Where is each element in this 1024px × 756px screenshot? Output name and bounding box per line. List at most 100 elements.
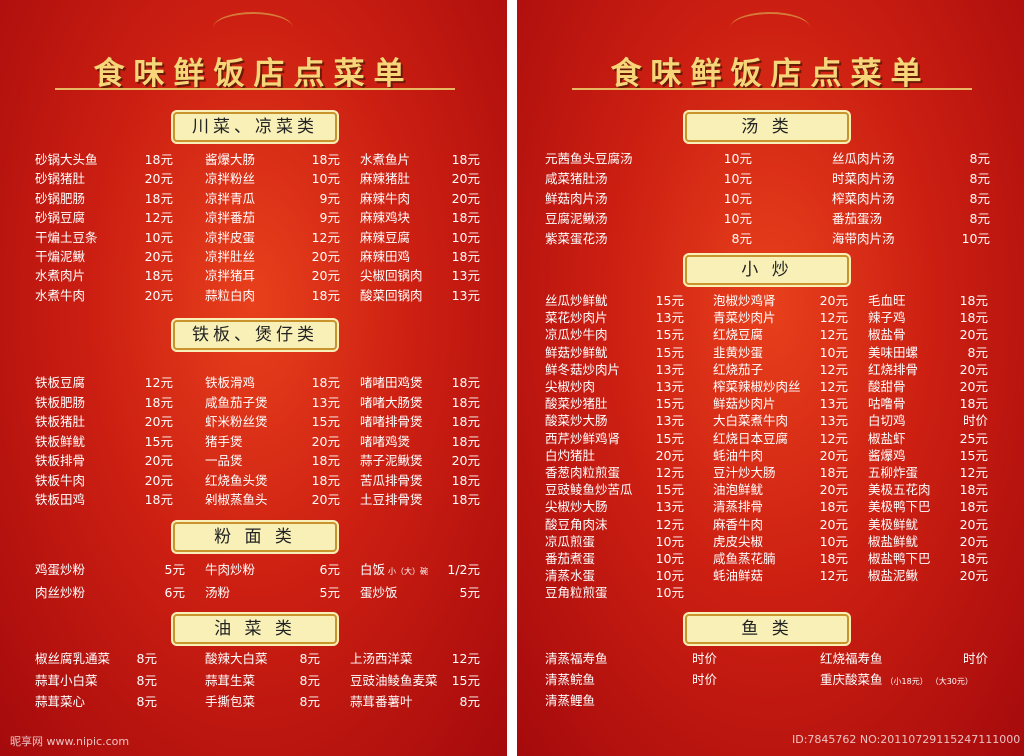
dish-name: 豆豉油鲮鱼麦菜 — [350, 672, 438, 688]
dish-price: 5元 — [164, 562, 185, 577]
dish-price: 18元 — [451, 210, 480, 226]
menu-item: 椒盐虾 25元 — [868, 428, 988, 446]
dish-price: 20元 — [655, 447, 684, 463]
menu-item: 一品煲 18元 — [205, 450, 340, 468]
dish-price: 20元 — [144, 453, 173, 468]
dish-price: 8元 — [136, 694, 157, 709]
section-heading: 油 菜 类 — [173, 614, 337, 644]
dish-price: 5元 — [459, 585, 480, 600]
dish-price: 18元 — [451, 414, 480, 429]
dish-name: 酸菜炒猪肚 — [545, 396, 608, 412]
menu-item: 尖椒炒肉 13元 — [545, 376, 684, 394]
menu-item: 美极鲜鱿 20元 — [868, 514, 988, 532]
menu-item: 辣子鸡 18元 — [868, 307, 988, 325]
menu-item: 青菜炒肉片 12元 — [713, 307, 848, 326]
menu-item: 蒜茸小白菜 8元 — [35, 670, 157, 688]
dish-name: 啫啫大肠煲 — [360, 394, 423, 410]
dish-note: （小18元） — [885, 677, 928, 686]
dish-name: 清蒸水蛋 — [545, 568, 596, 584]
menu-item: 凉瓜煎蛋 10元 — [545, 531, 684, 549]
dish-price: 20元 — [959, 568, 988, 584]
dish-price: 10元 — [723, 191, 752, 206]
dish-price: 18元 — [451, 394, 480, 410]
dish-price: 18元 — [819, 551, 848, 566]
menu-item: 蚝油牛肉 20元 — [713, 445, 848, 463]
dish-name: 韭黄炒蛋 — [713, 344, 764, 360]
dish-name: 酸甜骨 — [868, 379, 906, 394]
dish-name: 麻辣牛肉 — [360, 190, 411, 206]
menu-item: 麻辣豆腐 10元 — [360, 227, 480, 245]
dish-name: 铁板滑鸡 — [205, 375, 256, 390]
dish-price: 13元 — [451, 268, 480, 284]
menu-item: 香葱肉粒煎蛋 12元 — [545, 462, 684, 480]
menu-item: 凉瓜炒牛肉 15元 — [545, 324, 684, 343]
dish-price: 12元 — [819, 310, 848, 326]
dish-price: 20元 — [144, 287, 173, 303]
dish-price: 10元 — [655, 585, 684, 601]
dish-name: 咸鱼茄子煲 — [205, 394, 268, 410]
menu-item: 韭黄炒蛋 10元 — [713, 342, 848, 360]
dish-name: 凉拌肚丝 — [205, 249, 256, 264]
menu-item: 椒盐骨 20元 — [868, 324, 988, 342]
dish-price: 10元 — [819, 344, 848, 360]
dish-name: 紫菜蛋花汤 — [545, 231, 608, 246]
dish-price: 20元 — [144, 171, 173, 187]
dish-name: 咸鱼蒸花腩 — [713, 551, 776, 566]
dish-price: 13元 — [655, 413, 684, 429]
section-heading: 小 炒 — [685, 255, 849, 285]
menu-item: 椒盐鲜鱿 20元 — [868, 531, 988, 549]
dish-name: 豆豉鲮鱼炒苦瓜 — [545, 482, 633, 498]
menu-item: 豆汁炒大肠 18元 — [713, 462, 848, 480]
dish-price: 9元 — [319, 210, 340, 226]
menu-item: 水煮肉片 18元 — [35, 265, 173, 283]
dish-price: 18元 — [311, 453, 340, 468]
dish-price: 18元 — [451, 492, 480, 507]
dish-price: 10元 — [144, 229, 173, 245]
dish-name: 尖椒回锅肉 — [360, 268, 423, 284]
dish-price: 10元 — [961, 231, 990, 246]
dish-price: 8元 — [299, 672, 320, 688]
dish-price: 20元 — [819, 293, 848, 308]
dish-price: 18元 — [144, 394, 173, 410]
dish-name: 蒜茸番薯叶 — [350, 694, 413, 709]
dish-price: 10元 — [655, 533, 684, 549]
dish-price: 1/2元 — [447, 562, 480, 577]
dish-name: 西芹炒鲜鸡肾 — [545, 430, 621, 446]
dish-price: 8元 — [136, 651, 157, 666]
dish-name: 麻辣田鸡 — [360, 249, 411, 264]
dish-name: 咕噜骨 — [868, 396, 906, 412]
dish-price: 13元 — [451, 287, 480, 303]
dish-price: 15元 — [959, 447, 988, 463]
dish-name: 啫啫鸡煲 — [360, 433, 411, 449]
menu-item: 凉拌肚丝 20元 — [205, 246, 340, 264]
dish-name: 剁椒蒸鱼头 — [205, 492, 268, 507]
section-heading: 汤 类 — [685, 112, 849, 142]
dish-name: 椒盐虾 — [868, 430, 906, 446]
dish-price: 12元 — [819, 361, 848, 377]
dish-name: 酸菜回锅肉 — [360, 287, 423, 303]
menu-item: 菜花炒肉片 13元 — [545, 307, 684, 325]
menu-item: 麻辣牛肉 20元 — [360, 188, 480, 206]
dish-name: 肉丝炒粉 — [35, 585, 86, 600]
dish-name: 麻辣猪肚 — [360, 171, 411, 187]
dish-price: 18元 — [311, 472, 340, 488]
menu-item: 丝瓜肉片汤 8元 — [832, 148, 990, 166]
menu-item: 鲜菇炒鲜鱿 15元 — [545, 342, 684, 360]
dish-name: 土豆排骨煲 — [360, 492, 423, 507]
dish-name: 蒜茸生菜 — [205, 672, 256, 688]
dish-name: 凉瓜炒牛肉 — [545, 327, 608, 343]
menu-item: 榨菜肉片汤 8元 — [832, 188, 990, 206]
menu-item: 啫啫鸡煲 18元 — [360, 431, 480, 449]
dish-name: 蒜茸小白菜 — [35, 672, 98, 688]
dish-price: 8元 — [969, 151, 990, 166]
dish-name: 砂锅肥肠 — [35, 190, 86, 206]
menu-item: 蒜茸生菜 8元 — [205, 670, 320, 688]
menu-item: 咸菜猪肚汤 10元 — [545, 168, 752, 186]
menu-item: 椒盐泥鳅 20元 — [868, 565, 988, 584]
dish-name: 元茜鱼头豆腐汤 — [545, 151, 633, 166]
dish-price: 18元 — [451, 152, 480, 167]
dish-name: 白灼猪肚 — [545, 447, 596, 463]
dish-name: 椒盐鸭下巴 — [868, 551, 931, 566]
dish-name: 时菜肉片汤 — [832, 171, 895, 186]
